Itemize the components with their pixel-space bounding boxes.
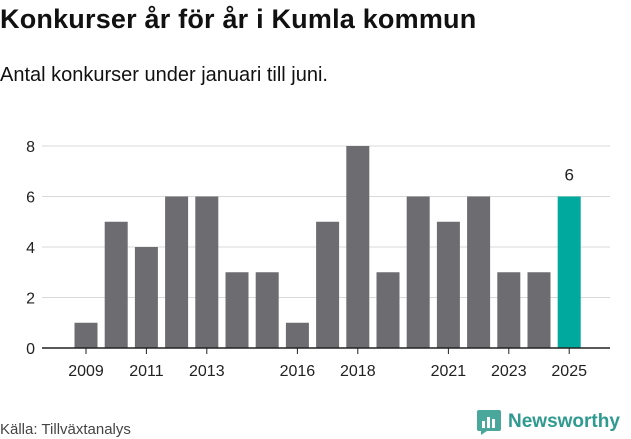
brand-logo[interactable]: Newsworthy	[476, 408, 620, 436]
x-tick-label: 2018	[340, 363, 376, 380]
bars	[74, 146, 581, 348]
bar-2014	[225, 272, 249, 348]
bar-2015	[255, 272, 279, 348]
bar-2017	[316, 221, 340, 348]
bar-2018	[346, 146, 370, 348]
y-tick-label: 4	[26, 240, 35, 257]
data-labels: 6	[564, 166, 573, 185]
x-tick-label: 2025	[551, 363, 587, 380]
bar-2011	[134, 247, 158, 348]
x-axis: 2009 2011 2013 2016 2018 2021 2023 2025	[42, 347, 610, 380]
bar-2024	[527, 272, 551, 348]
x-tick-label: 2011	[129, 363, 164, 380]
x-tick-label: 2013	[189, 363, 225, 380]
chart-subtitle: Antal konkurser under januari till juni.	[0, 64, 328, 86]
bar-2012	[165, 196, 189, 348]
bar-chart: 2009 2011 2013 2016 2018 2021 2023 2025 0 2 4 6 8 6	[26, 139, 610, 380]
y-tick-label: 8	[26, 139, 35, 156]
y-tick-label: 6	[26, 190, 35, 207]
y-tick-label: 2	[26, 291, 35, 308]
bar-2021	[436, 221, 460, 348]
y-axis: 0 2 4 6 8	[26, 139, 35, 358]
bar-2009	[74, 322, 98, 348]
x-tick-label: 2016	[280, 363, 316, 380]
x-tick-label: 2009	[68, 363, 104, 380]
chart-title: Konkurser år för år i Kumla kommun	[0, 4, 477, 34]
bar-2016	[285, 322, 309, 348]
bar-2025	[557, 196, 581, 348]
brand-name: Newsworthy	[508, 411, 620, 432]
source-note: Källa: Tillväxtanalys	[0, 421, 131, 438]
data-label-2025: 6	[564, 166, 573, 185]
bar-2023	[497, 272, 521, 348]
y-tick-label: 0	[26, 341, 35, 358]
bar-2010	[104, 221, 128, 348]
bar-chart-icon	[477, 410, 501, 435]
bar-2020	[406, 196, 430, 348]
bar-2022	[467, 196, 491, 348]
bar-2013	[195, 196, 219, 348]
x-tick-label: 2021	[431, 363, 467, 380]
bar-2019	[376, 272, 400, 348]
x-tick-label: 2023	[491, 363, 527, 380]
